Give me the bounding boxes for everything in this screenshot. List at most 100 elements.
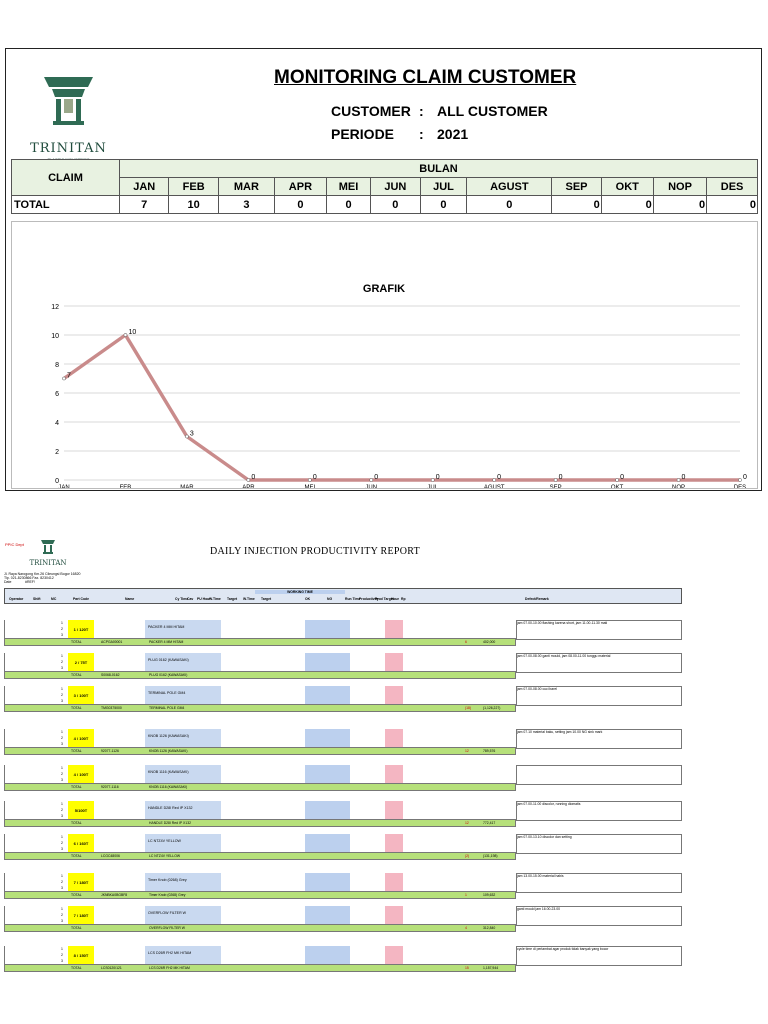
column-header: Part Code [73,597,90,601]
total-row-label: TOTAL [71,640,82,644]
customer-label: CUSTOMER [331,103,411,119]
month-value: 0 [325,195,372,214]
total-part-code: JKNBKA0BGBF8 [101,893,128,897]
column-header: Shift [33,597,41,601]
customer-row: CUSTOMER: ALL CUSTOMER [331,103,548,119]
month-value: 0 [370,195,421,214]
report-title: DAILY INJECTION PRODUCTIVITY REPORT [210,546,421,557]
column-header: Target [227,597,238,601]
claim-table: CLAIM BULAN JAN FEB MAR APR MEI JUN JUL … [11,159,758,214]
shift-number: 2 [61,736,63,740]
total-part-code: TMG0375000 [101,706,122,710]
shift-number: 2 [61,772,63,776]
shift-number: 1 [61,687,63,691]
loss-rp: 402,000 [483,640,496,644]
shift-number: 3 [61,847,63,851]
month-header: MEI [325,177,372,196]
machine-label: 7 / 180T [68,873,94,891]
data-point [430,478,435,482]
month-header: JAN [118,177,170,196]
shift-number: 2 [61,880,63,884]
loss-rp: 109,632 [483,893,496,897]
shift-number: 3 [61,742,63,746]
total-part-code: LCGC48006 [101,854,120,858]
machine-label: 3 / 100T [68,686,94,704]
total-row: TOTAL ACPGA00001 PACKER 4 MM HITAM 6 402,000 [4,638,516,646]
total-row-label: TOTAL [71,706,82,710]
report-logo: TRINITAN [28,540,68,570]
shift-number: 2 [61,808,63,812]
company-logo: TRINITAN PLASTIC INDUSTRIES [26,77,111,167]
data-label: 10 [128,329,136,336]
loss-hour: 6 [465,640,467,644]
shift-number: 1 [61,766,63,770]
machine-block: 1 2 3 7 / 180T Timer Knob (0268) Grey TOTAL JK… [4,873,682,899]
data-label: 3 [190,431,194,438]
report-address: Jl. Raya Narogong Km.26 Cileungsi Bogor … [4,572,80,584]
y-tick-label: 12 [51,304,59,311]
total-row: TOTAL S0068-0162 PLUG 0162 (KAWASAKI) [4,671,516,679]
column-header: Name [125,597,135,601]
total-row: TOTAL LCGC48006 LC NTZ4V YELLOW (2) (131,198… [4,852,516,860]
total-part-name: HANDLE D28I Red IP X132 [149,821,191,825]
data-label: 0 [559,474,563,481]
total-row: TOTAL OVERFLOW FILTER W 4 312,840 [4,924,516,932]
total-row: TOTAL JKNBKA0BGBF8 Timer Knob (0268) Grey 1… [4,891,516,899]
total-row: TOTAL 92077-1126 KNOB 1126 (KAWASAKI) 12 789… [4,747,516,755]
total-part-name: KNOB 1116 (KAWASAKI) [149,785,188,789]
report-dept-code: PPIC Dept [5,542,24,547]
claim-header: CLAIM [11,159,120,196]
machine-label: 4 / 100T [68,729,94,747]
address-line: Jl. Raya Narogong Km.26 Cileungsi Bogor … [4,572,81,576]
shift-number: 2 [61,841,63,845]
chart-title: GRAFIK [363,283,405,295]
column-header: Rp [401,597,406,601]
column-header: Prod Target [375,597,394,601]
shift-number: 3 [61,699,63,703]
part-name: OVERFLOW FILTER W [148,911,187,915]
defect-remark [516,765,682,785]
data-point [307,478,312,482]
shift-number: 3 [61,886,63,890]
data-label: 7 [67,373,71,380]
shift-number: 3 [61,666,63,670]
defect-remark: jam 07.00-13.10 discolor dan setting [516,834,682,854]
total-row-label: TOTAL [71,893,82,897]
part-name: LCS D26R FH2 MK HITAM [148,951,192,955]
data-label: 0 [497,474,501,481]
trinitan-small-logo-icon [41,540,55,554]
total-part-name: KNOB 1126 (KAWASAKI) [149,749,188,753]
total-part-name: Timer Knob (0268) Grey [149,893,186,897]
month-header: SEP [551,177,602,196]
shift-number: 1 [61,654,63,658]
defect-remark: ganti mould jam 16.00-23.00 [516,906,682,926]
shift-number: 2 [61,913,63,917]
total-part-code: 92077-1126 [101,749,119,753]
y-tick-label: 2 [55,449,59,456]
total-part-name: LCS D26R FH2 MK HITAM [149,966,190,970]
total-part-name: PACKER 4 MM HITAM [149,640,184,644]
shift-number: 3 [61,919,63,923]
defect-remark: jam 13.00-15.00 material habis [516,873,682,893]
shift-number: 2 [61,693,63,697]
part-name: KNOB 1126 (KAWASAKI) [148,734,189,738]
shift-number: 2 [61,627,63,631]
x-tick-label: MAR [180,485,194,488]
total-row-label: TOTAL [71,926,82,930]
column-header: OK [305,597,311,601]
column-header: W.Time [209,597,221,601]
x-tick-label: APR [242,485,255,488]
y-tick-label: 4 [55,420,59,427]
shift-number: 3 [61,778,63,782]
loss-rp: (131,198) [483,854,498,858]
month-value: 0 [419,195,468,214]
total-row-label: TOTAL [71,749,82,753]
month-header: NOP [652,177,708,196]
data-label: 0 [682,474,686,481]
page-title: MONITORING CLAIM CUSTOMER [274,67,577,88]
customer-value: ALL CUSTOMER [437,103,548,119]
defect-remark: jam 07.00-08.00 ganti mould, jam 08.00-1… [516,653,682,673]
date-row: Date #REF! [4,580,80,584]
date-label: Date [4,580,12,584]
